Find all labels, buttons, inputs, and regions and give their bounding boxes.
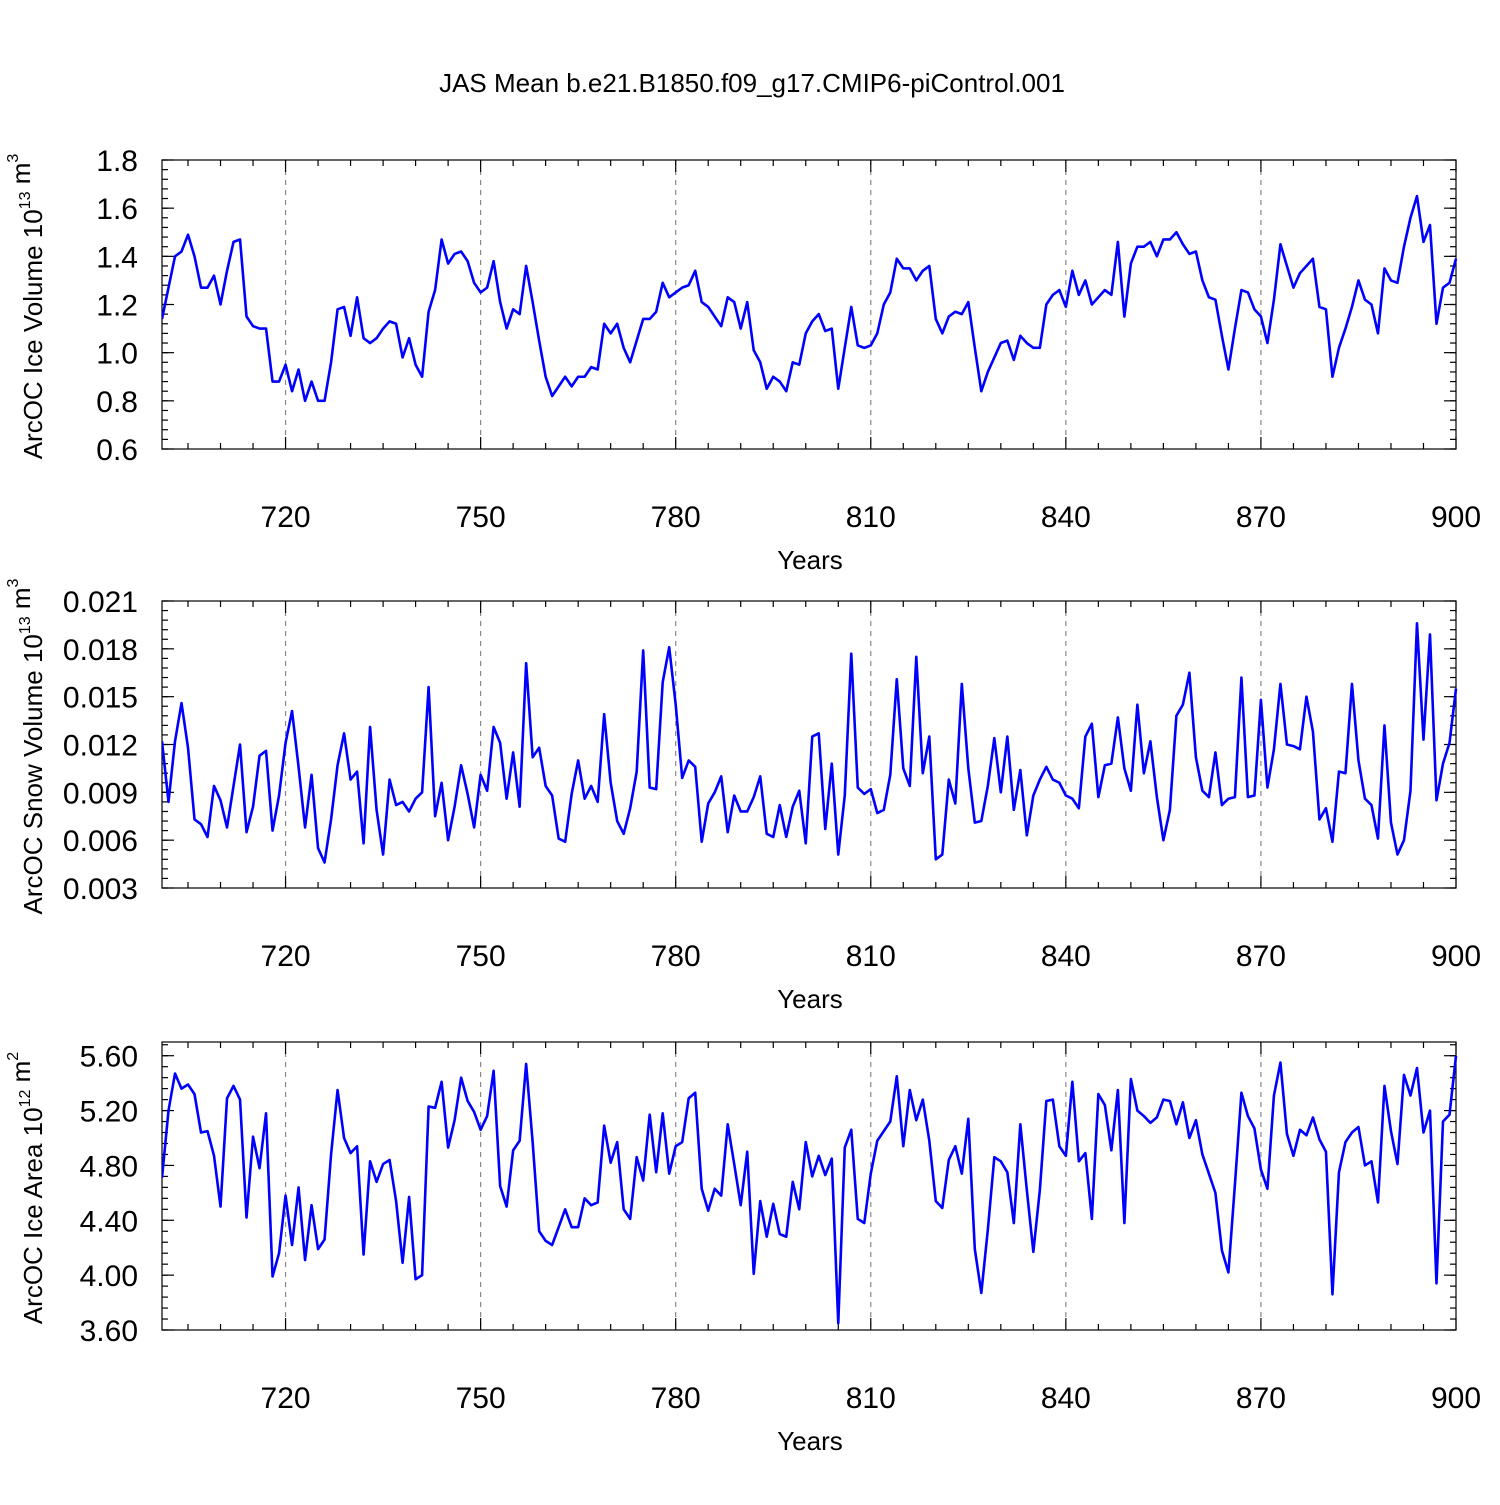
panel-middle: 720 750 780 810 840 870 900 0.003 0.006 0.009 0.01… (5, 578, 1481, 1014)
x-tick-label-780: 780 (651, 501, 701, 534)
x-tick-label-900: 900 (1431, 940, 1481, 973)
plot-frame (161, 1041, 1457, 1331)
y-tick-label: 4.80 (80, 1150, 138, 1183)
y-tick-label: 0.015 (63, 682, 138, 715)
y-axis-title: ArcOC Ice Area 1012 m2 (5, 1052, 48, 1324)
y-tick-label: 1.8 (96, 145, 138, 178)
panels: 720 750 780 810 840 870 900 0.6 0.8 1.0 1.2 1.4 1.6 1… (5, 145, 1481, 1456)
x-tick-label-870: 870 (1236, 940, 1286, 973)
x-tick-label-720: 720 (261, 501, 311, 534)
y-tick-label: 5.60 (80, 1041, 138, 1074)
series-line-middle (162, 622, 1458, 864)
x-tick-label-900: 900 (1431, 501, 1481, 534)
x-tick-label-810: 810 (846, 501, 896, 534)
x-tick-label-780: 780 (651, 940, 701, 973)
panel-bottom: 720 750 780 810 840 870 900 3.60 4.00 4.40 4.80 5.2… (5, 1041, 1481, 1456)
x-tick-label-720: 720 (261, 940, 311, 973)
y-axis-title: ArcOC Ice Volume 1013 m3 (5, 154, 48, 460)
x-tick-label-720: 720 (261, 1382, 311, 1415)
y-tick-label: 0.012 (63, 730, 138, 763)
x-tick-label-780: 780 (651, 1382, 701, 1415)
x-tick-label-870: 870 (1236, 1382, 1286, 1415)
series-line-bottom (162, 1055, 1458, 1325)
y-tick-label: 1.4 (96, 241, 138, 274)
x-tick-label-840: 840 (1041, 1382, 1091, 1415)
y-tick-label: 0.003 (63, 873, 138, 906)
x-tick-label-870: 870 (1236, 501, 1286, 534)
figure-title: JAS Mean b.e21.B1850.f09_g17.CMIP6-piCon… (439, 68, 1065, 98)
y-tick-label: 1.0 (96, 338, 138, 371)
x-tick-label-810: 810 (846, 1382, 896, 1415)
x-axis-title: Years (777, 545, 843, 575)
x-tick-label-810: 810 (846, 940, 896, 973)
x-tick-label-840: 840 (1041, 501, 1091, 534)
panel-top: 720 750 780 810 840 870 900 0.6 0.8 1.0 1.2 1.4 1.6 1… (5, 145, 1481, 575)
x-axis-title: Years (777, 1426, 843, 1456)
y-tick-label: 1.2 (96, 290, 138, 323)
x-tick-label-750: 750 (456, 501, 506, 534)
y-tick-label: 0.006 (63, 825, 138, 858)
x-axis-title: Years (777, 984, 843, 1014)
y-tick-label: 4.40 (80, 1205, 138, 1238)
y-tick-label: 1.6 (96, 193, 138, 226)
y-tick-label: 3.60 (80, 1315, 138, 1348)
y-tick-label: 0.6 (96, 434, 138, 467)
series-line-top (162, 194, 1458, 403)
y-axis-title: ArcOC Snow Volume 1013 m3 (5, 578, 48, 914)
x-tick-label-840: 840 (1041, 940, 1091, 973)
y-tick-label: 0.021 (63, 586, 138, 619)
y-tick-label: 0.009 (63, 777, 138, 810)
x-tick-label-750: 750 (456, 1382, 506, 1415)
x-tick-label-750: 750 (456, 940, 506, 973)
y-tick-label: 0.018 (63, 634, 138, 667)
y-tick-label: 4.00 (80, 1260, 138, 1293)
x-tick-label-900: 900 (1431, 1382, 1481, 1415)
y-tick-label: 0.8 (96, 386, 138, 419)
y-tick-label: 5.20 (80, 1096, 138, 1129)
plot-frame (161, 600, 1457, 889)
